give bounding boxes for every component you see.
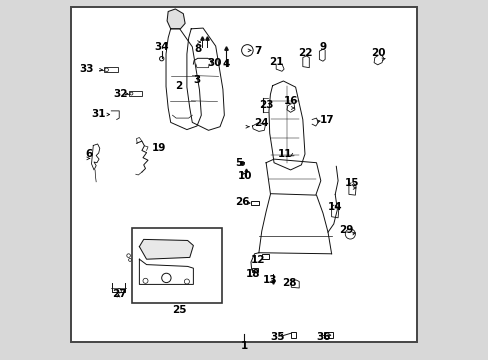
Polygon shape — [139, 239, 193, 259]
Text: 19: 19 — [151, 143, 165, 153]
Text: 10: 10 — [238, 171, 252, 181]
Text: 7: 7 — [253, 46, 261, 56]
Text: 26: 26 — [235, 197, 249, 207]
Bar — [251, 268, 258, 272]
Text: 18: 18 — [245, 269, 260, 279]
Text: 20: 20 — [370, 48, 385, 58]
Bar — [129, 91, 142, 96]
Text: 31: 31 — [92, 109, 106, 120]
Bar — [250, 201, 258, 205]
Text: 8: 8 — [194, 44, 201, 54]
Text: 30: 30 — [207, 58, 222, 68]
Text: 21: 21 — [268, 57, 283, 67]
Bar — [132, 228, 222, 303]
Text: 33: 33 — [80, 64, 94, 74]
Bar — [324, 332, 332, 338]
Text: 29: 29 — [339, 225, 353, 235]
Bar — [261, 254, 268, 259]
Text: 5: 5 — [235, 158, 242, 168]
Text: 16: 16 — [284, 96, 298, 106]
Text: 27: 27 — [112, 289, 126, 300]
Text: 24: 24 — [254, 118, 268, 128]
Text: 36: 36 — [316, 332, 330, 342]
Polygon shape — [167, 9, 185, 29]
Text: 35: 35 — [270, 332, 285, 342]
Text: 11: 11 — [277, 149, 291, 159]
Text: 4: 4 — [222, 59, 229, 69]
Text: 32: 32 — [113, 89, 128, 99]
Bar — [104, 67, 118, 72]
Text: 3: 3 — [193, 75, 200, 85]
Text: 2: 2 — [175, 81, 182, 91]
Text: 23: 23 — [258, 100, 273, 110]
Text: 15: 15 — [345, 178, 359, 188]
Text: 1: 1 — [241, 341, 247, 351]
Text: 25: 25 — [171, 305, 186, 315]
Text: 28: 28 — [281, 278, 296, 288]
Text: 6: 6 — [85, 149, 92, 159]
Bar — [290, 332, 296, 338]
Text: 12: 12 — [250, 255, 265, 265]
Text: 9: 9 — [319, 42, 326, 52]
Text: 13: 13 — [263, 275, 277, 285]
Text: 22: 22 — [297, 48, 312, 58]
Text: 34: 34 — [154, 42, 169, 52]
Text: 14: 14 — [327, 202, 342, 212]
Text: 17: 17 — [319, 114, 334, 125]
